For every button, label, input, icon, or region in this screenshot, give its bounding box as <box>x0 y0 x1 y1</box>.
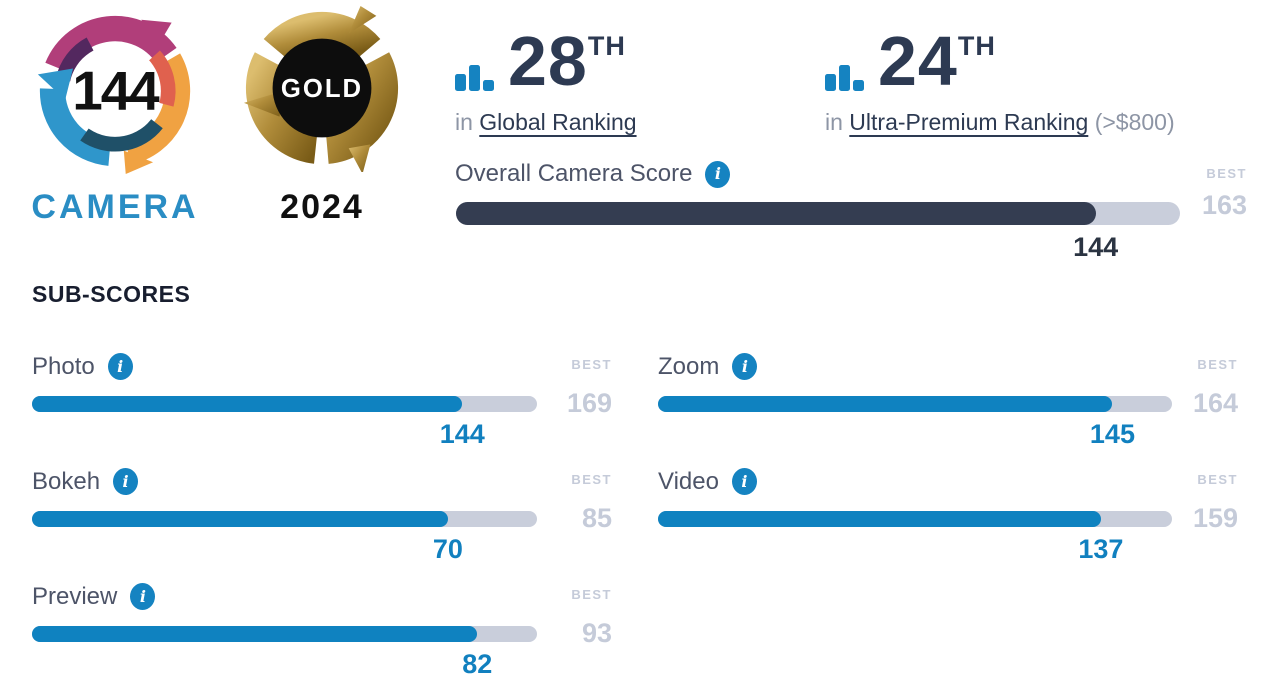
award-year: 2024 <box>280 188 364 226</box>
score-bar: 82 <box>32 626 537 678</box>
overall-score-value: 144 <box>1073 232 1119 262</box>
score-bar: 145 <box>658 396 1172 448</box>
overall-best-value: 163 <box>1201 190 1247 220</box>
global-rank-ordinal: TH <box>587 31 626 61</box>
overall-score-bar-fill <box>456 202 1096 225</box>
info-icon[interactable]: i <box>705 160 731 188</box>
best-caption: BEST <box>571 472 612 487</box>
logo-wing-top <box>141 19 172 50</box>
best-caption: BEST <box>1206 166 1247 181</box>
price-note: (>$800) <box>1094 109 1175 135</box>
info-icon[interactable]: i <box>732 353 758 380</box>
badge-wing-bottom <box>348 144 371 172</box>
best-caption: BEST <box>1197 357 1238 372</box>
score-bar-fill <box>658 511 1101 527</box>
badge-wing-top <box>348 5 377 34</box>
global-ranking-block: 28TH in Global Ranking <box>455 22 637 136</box>
score-bar-fill <box>32 396 463 412</box>
gold-medal-label: GOLD <box>281 75 363 103</box>
ultra-premium-ranking-block: 24TH in Ultra-Premium Ranking (>$800) <box>825 22 1175 136</box>
best-value: 85 <box>581 503 612 533</box>
subscore-label: Bokeh <box>32 468 101 495</box>
best-caption: BEST <box>571 587 612 602</box>
ultra-premium-rank-number: 24TH <box>878 22 996 100</box>
bar-chart-icon <box>455 65 494 91</box>
ultra-premium-ranking-link[interactable]: Ultra-Premium Ranking <box>849 109 1089 135</box>
score-value: 82 <box>462 649 493 679</box>
subscores-heading: SUB-SCORES <box>32 281 191 307</box>
global-rank-number: 28TH <box>508 22 626 100</box>
score-value: 145 <box>1089 419 1135 449</box>
score-value: 144 <box>439 419 485 449</box>
subscore-label: Photo <box>32 353 95 380</box>
logo-wing-bottom <box>123 150 154 174</box>
best-caption: BEST <box>571 357 612 372</box>
subscore-label: Zoom <box>658 353 720 380</box>
subscore-label: Video <box>658 468 719 495</box>
score-bar-fill <box>32 511 448 527</box>
ultra-premium-ranking-caption: in Ultra-Premium Ranking (>$800) <box>825 109 1175 135</box>
camera-score-logo: 144 <box>37 15 191 174</box>
camera-score-number: 144 <box>72 60 160 122</box>
info-icon[interactable]: i <box>107 353 133 380</box>
score-bar: 137 <box>658 511 1172 563</box>
score-bar: 70 <box>32 511 537 563</box>
subscore-label: Preview <box>32 583 118 610</box>
best-value: 159 <box>1192 503 1238 533</box>
info-icon[interactable]: i <box>130 583 156 610</box>
best-value: 169 <box>566 388 612 418</box>
best-caption: BEST <box>1197 472 1238 487</box>
ultra-premium-rank-ordinal: TH <box>957 31 996 61</box>
best-value: 164 <box>1192 388 1238 418</box>
overall-score-label: Overall Camera Score <box>455 160 693 187</box>
subscore-row-bokeh: Bokeh i BEST 85 70 <box>32 468 612 568</box>
bar-chart-icon <box>825 65 864 91</box>
score-value: 137 <box>1078 534 1124 564</box>
subscore-row-photo: Photo i BEST 169 144 <box>32 353 612 453</box>
subscore-row-video: Video i BEST 159 137 <box>658 468 1238 568</box>
best-value: 93 <box>581 618 612 648</box>
info-icon[interactable]: i <box>113 468 139 495</box>
overall-score-bar: 144 <box>456 202 1180 261</box>
subscore-row-preview: Preview i BEST 93 82 <box>32 583 612 683</box>
score-bar-fill <box>32 626 478 642</box>
info-icon[interactable]: i <box>731 468 757 495</box>
score-value: 70 <box>432 534 463 564</box>
logo-wing-left <box>37 68 74 100</box>
global-ranking-caption: in Global Ranking <box>455 109 637 135</box>
subscore-row-zoom: Zoom i BEST 164 145 <box>658 353 1238 453</box>
camera-logo-label: CAMERA <box>31 188 199 226</box>
overall-score-header: Overall Camera Score i <box>455 160 731 188</box>
gold-award-badge: GOLD <box>243 5 399 172</box>
global-ranking-link[interactable]: Global Ranking <box>479 109 637 135</box>
score-bar: 144 <box>32 396 537 448</box>
score-bar-fill <box>658 396 1113 412</box>
